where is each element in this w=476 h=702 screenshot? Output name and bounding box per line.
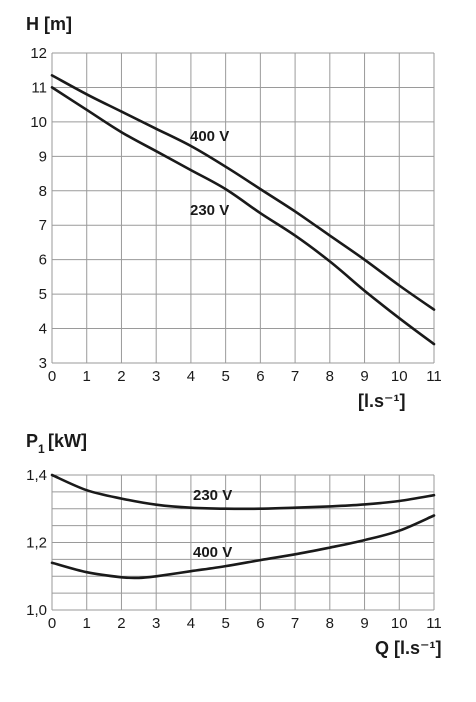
head-x-tick-11: 11 — [426, 368, 442, 385]
head-y-tick-1: 4 — [39, 321, 47, 338]
head-curve-400v — [50, 74, 436, 311]
power-x-tick-9: 9 — [360, 615, 368, 632]
head-x-tick-labels: 0 1 2 3 4 5 6 7 8 9 10 11 — [48, 368, 442, 385]
power-x-tick-3: 3 — [152, 615, 160, 632]
power-x-tick-6: 6 — [256, 615, 264, 632]
head-y-tick-7: 10 — [30, 114, 47, 131]
power-x-axis-label: Q [l.s⁻¹] — [375, 638, 442, 658]
head-x-axis-label: [l.s⁻¹] — [358, 391, 406, 411]
power-y-tick-0: 1,0 — [26, 602, 47, 619]
power-chart: P 1 [kW] 1,0 1,2 1,4 0 1 2 3 4 5 6 7 8 9 10 11 Q [l.s… — [26, 431, 442, 658]
power-x-tick-labels: 0 1 2 3 4 5 6 7 8 9 10 11 — [48, 615, 442, 632]
power-series-label-400v: 400 V — [193, 544, 232, 561]
head-x-tick-8: 8 — [326, 368, 334, 385]
power-x-tick-7: 7 — [291, 615, 299, 632]
head-y-tick-5: 8 — [39, 183, 47, 200]
power-axis-label-P: P — [26, 431, 38, 451]
head-y-tick-2: 5 — [39, 286, 47, 303]
head-x-tick-3: 3 — [152, 368, 160, 385]
head-x-tick-7: 7 — [291, 368, 299, 385]
head-y-tick-6: 9 — [39, 148, 47, 165]
power-curve-230v — [50, 473, 436, 511]
power-y-tick-2: 1,4 — [26, 467, 47, 484]
power-axis-label: P 1 [kW] — [26, 431, 87, 456]
head-x-tick-1: 1 — [83, 368, 91, 385]
power-x-tick-0: 0 — [48, 615, 56, 632]
head-grid — [51, 52, 435, 364]
head-x-tick-2: 2 — [117, 368, 125, 385]
power-y-tick-1: 1,2 — [26, 535, 47, 552]
head-y-tick-4: 7 — [39, 217, 47, 234]
power-axis-label-unit: [kW] — [48, 431, 87, 451]
head-axis-label: H [m] — [26, 14, 72, 34]
head-x-tick-4: 4 — [187, 368, 195, 385]
head-y-tick-0: 3 — [39, 355, 47, 372]
power-x-tick-2: 2 — [117, 615, 125, 632]
power-y-tick-labels: 1,0 1,2 1,4 — [26, 467, 47, 619]
power-x-tick-1: 1 — [83, 615, 91, 632]
head-x-tick-0: 0 — [48, 368, 56, 385]
power-grid — [51, 474, 435, 611]
head-y-tick-labels: 3 4 5 6 7 8 9 10 11 12 — [30, 45, 47, 372]
head-x-tick-9: 9 — [360, 368, 368, 385]
power-axis-label-subscript: 1 — [38, 442, 45, 456]
power-x-tick-10: 10 — [391, 615, 408, 632]
head-y-tick-3: 6 — [39, 252, 47, 269]
head-x-tick-6: 6 — [256, 368, 264, 385]
power-curve-400v — [50, 514, 436, 580]
head-series-label-230v: 230 V — [190, 202, 229, 219]
head-series-label-400v: 400 V — [190, 128, 229, 145]
power-x-tick-5: 5 — [221, 615, 229, 632]
power-x-tick-4: 4 — [187, 615, 195, 632]
head-x-tick-5: 5 — [221, 368, 229, 385]
head-y-tick-9: 12 — [30, 45, 47, 62]
power-series-label-230v: 230 V — [193, 487, 232, 504]
head-curve-230v — [50, 86, 436, 346]
head-curves — [50, 74, 436, 346]
head-y-tick-8: 11 — [31, 79, 47, 96]
head-x-tick-10: 10 — [391, 368, 408, 385]
power-x-tick-8: 8 — [326, 615, 334, 632]
power-curves — [50, 473, 436, 580]
power-x-tick-11: 11 — [426, 615, 442, 632]
